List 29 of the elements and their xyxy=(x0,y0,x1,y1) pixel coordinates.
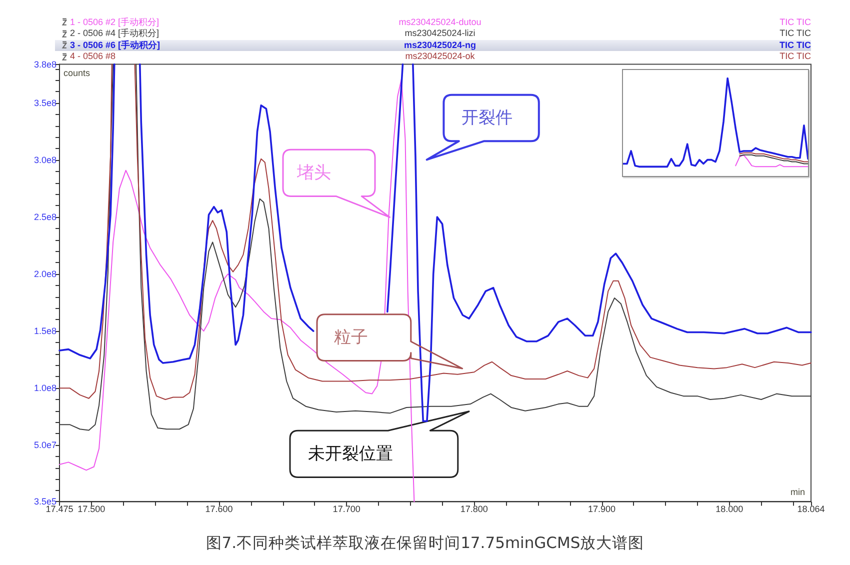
annotation: 未开裂位置 xyxy=(308,444,393,464)
x-tick-label: 18.000 xyxy=(716,504,744,514)
text: 3 - 0506 #6 [手动积分] ms230425024-ng TIC TIC xyxy=(70,40,811,50)
y-tick-label: 5.0e7 xyxy=(34,440,56,450)
text: 图7.不同种类试样萃取液在保留时间17.75minGCMS放大谱图 xyxy=(204,533,646,553)
annotation: 开裂件 xyxy=(462,108,513,128)
y-tick-label: 1.0e8 xyxy=(34,383,56,394)
text: 2 - 0506 #4 [手动积分] ms230425024-lizi TIC TIC xyxy=(70,28,811,38)
x-tick-label: 17.600 xyxy=(205,504,233,514)
y-tick-label: 2.0e8 xyxy=(34,269,56,280)
y-tick-label: 1.5e8 xyxy=(34,326,56,336)
line-series xyxy=(59,78,415,502)
annotation: 粒子 xyxy=(334,328,368,348)
x-axis-title: min xyxy=(790,486,805,497)
text: 1 - 0506 #2 [手动积分] ms230425024-dutou TIC TIC xyxy=(70,16,811,27)
x-tick-label: 17.800 xyxy=(460,504,488,514)
y-tick-label: 3.8e8 xyxy=(34,59,56,70)
y-tick-label: 2.5e8 xyxy=(34,212,56,222)
x-tick-label: 17.500 xyxy=(78,504,106,514)
x-tick-label: 18.064 xyxy=(797,504,825,514)
text: 4 - 0506 #8 ms230425024-ok TIC TIC xyxy=(70,51,811,62)
x-tick-label: 17.900 xyxy=(588,504,616,514)
y-axis-title: counts xyxy=(64,68,90,78)
y-tick-label: 3.5e5 xyxy=(34,496,56,507)
x-tick-label: 17.700 xyxy=(332,504,360,514)
annotation: 堵头 xyxy=(296,162,331,183)
y-tick-label: 3.0e8 xyxy=(34,155,56,166)
x-tick-label: 17.475 xyxy=(46,504,74,514)
y-tick-label: 3.5e8 xyxy=(34,98,56,108)
